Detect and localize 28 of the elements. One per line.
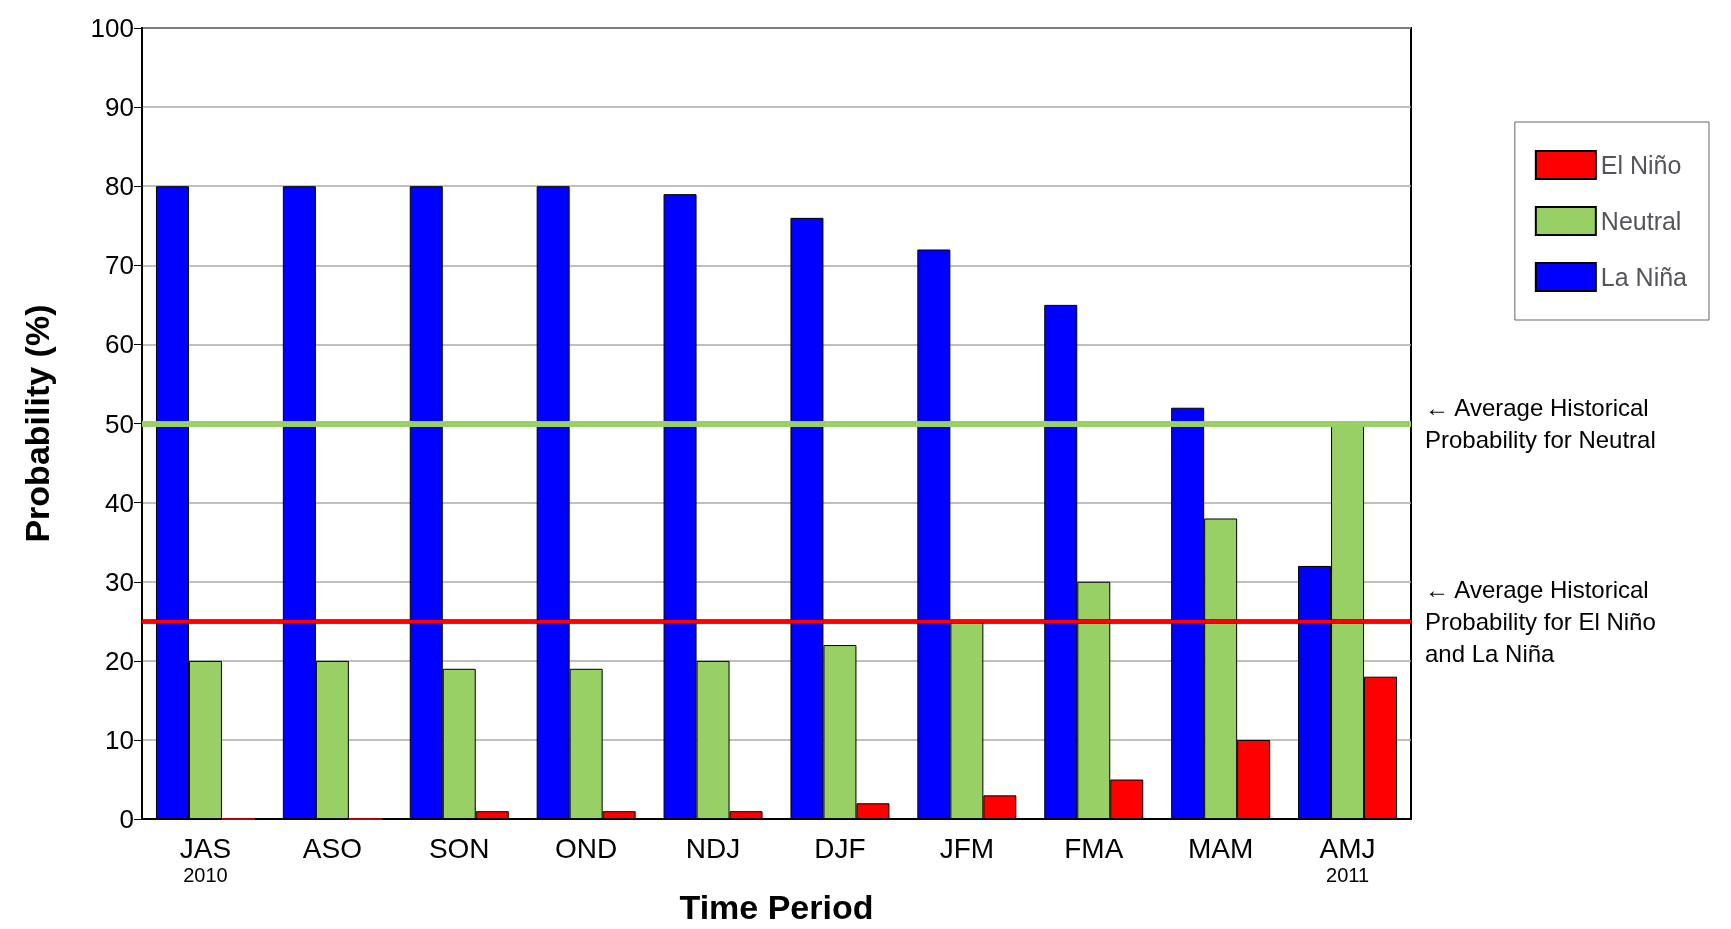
x-tick-label: OND bbox=[555, 832, 618, 864]
x-axis-title: Time Period bbox=[679, 888, 874, 926]
ref-line-label: ← Average Historical Probability for Neutral bbox=[1425, 394, 1656, 454]
y-tick-label: 100 bbox=[90, 13, 134, 43]
y-tick-label: 60 bbox=[105, 329, 134, 360]
y-tick-label: 70 bbox=[105, 250, 134, 281]
ref-line-label: ← Average Historical Probability for El Niño and La Niña bbox=[1425, 575, 1656, 667]
x-tick-label: ASO bbox=[302, 832, 362, 864]
x-tick-label: NDJ bbox=[685, 832, 741, 864]
legend-label: Neutral bbox=[1600, 207, 1682, 235]
x-tick-label: JAS 2010 bbox=[179, 832, 232, 887]
y-tick-label: 10 bbox=[105, 724, 134, 755]
x-tick-label: DJF bbox=[814, 832, 866, 864]
x-tick-label: AMJ 2011 bbox=[1319, 832, 1376, 887]
y-tick-label: 90 bbox=[105, 92, 134, 123]
legend-label: La Niña bbox=[1600, 263, 1688, 291]
x-tick-label: JFM bbox=[939, 832, 995, 864]
y-tick-label: 80 bbox=[105, 171, 134, 202]
x-tick-label: FMA bbox=[1064, 832, 1124, 864]
x-tick-label: SON bbox=[428, 832, 490, 864]
x-tick-label: MAM bbox=[1187, 832, 1254, 864]
y-tick-label: 0 bbox=[119, 804, 134, 835]
y-tick-label: 30 bbox=[105, 566, 134, 597]
y-tick-label: 50 bbox=[105, 408, 134, 439]
y-axis-title: Probability (%) bbox=[18, 304, 56, 543]
y-tick-label: 40 bbox=[105, 487, 134, 518]
y-tick-label: 20 bbox=[105, 645, 134, 676]
legend-label: El Niño bbox=[1600, 151, 1682, 179]
